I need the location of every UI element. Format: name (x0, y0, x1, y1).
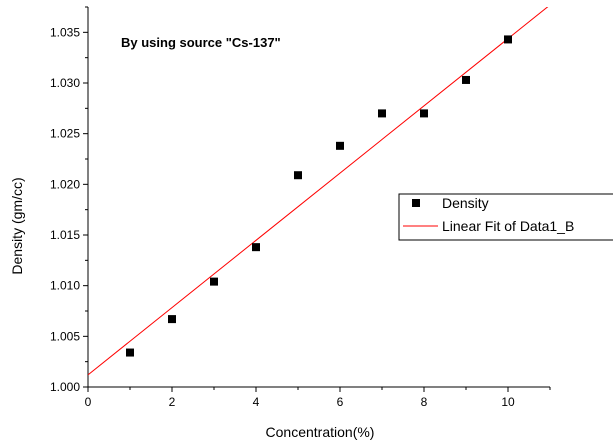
y-tick-label: 1.015 (50, 228, 80, 242)
x-tick-label: 4 (253, 395, 260, 409)
x-tick-label: 10 (501, 395, 515, 409)
y-tick-label: 1.020 (50, 177, 80, 191)
x-tick-label: 2 (169, 395, 176, 409)
density-point (126, 348, 134, 357)
density-point (378, 109, 386, 118)
legend-label-fit: Linear Fit of Data1_B (442, 218, 574, 234)
legend: Density Linear Fit of Data1_B (398, 193, 613, 241)
x-tick-label: 6 (337, 395, 344, 409)
density-point (504, 35, 512, 44)
density-point (462, 75, 470, 84)
density-point (294, 171, 302, 180)
y-tick-label: 1.025 (50, 127, 80, 141)
y-tick-label: 1.005 (50, 329, 80, 343)
density-point (336, 141, 344, 150)
ticks: 0 2 4 6 8 10 1.000 1.005 1.010 1.015 1.020 1.025 1.0… (50, 6, 551, 409)
chart-annotation: By using source "Cs-137" (121, 35, 281, 50)
legend-marker-density (412, 199, 420, 207)
density-point (420, 109, 428, 118)
density-point (210, 277, 218, 286)
fit-layer (88, 7, 549, 376)
linear-fit-line (88, 7, 549, 376)
legend-label-density: Density (442, 195, 489, 211)
y-tick-label: 1.030 (50, 76, 80, 90)
legend-box (398, 193, 613, 241)
y-tick-label: 1.000 (50, 380, 80, 394)
density-point (252, 243, 260, 252)
x-tick-label: 0 (85, 395, 92, 409)
points-layer (126, 35, 512, 357)
x-tick-label: 8 (421, 395, 428, 409)
y-axis-title: Density (gm/cc) (9, 177, 25, 274)
y-tick-label: 1.010 (50, 279, 80, 293)
x-axis-title: Concentration(%) (266, 424, 375, 440)
density-point (168, 315, 176, 324)
axes (87, 7, 550, 388)
y-tick-label: 1.035 (50, 25, 80, 39)
